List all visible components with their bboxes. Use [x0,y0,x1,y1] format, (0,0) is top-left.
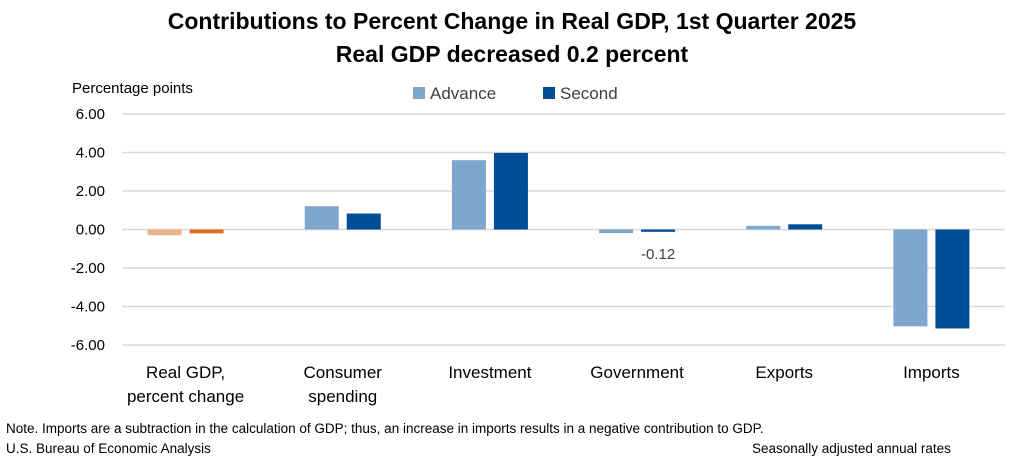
source-label: U.S. Bureau of Economic Analysis [6,441,211,456]
chart-subtitle: Real GDP decreased 0.2 percent [335,41,689,67]
bar-second [189,229,224,234]
legend-label: Advance [430,84,496,103]
data-label: -0.12 [641,246,675,263]
bar-second [935,229,970,329]
rates-label: Seasonally adjusted annual rates [752,441,951,456]
y-tick-label: 0.00 [76,222,105,239]
legend-swatch [413,87,425,99]
bar-advance [599,229,634,234]
y-tick-label: 4.00 [76,145,105,162]
y-tick-label: 2.00 [76,183,105,200]
y-tick-label: -6.00 [71,337,105,354]
x-tick-label: Real GDP, [146,363,225,382]
x-tick-label: percent change [127,387,244,406]
bar-second [641,229,676,232]
y-tick-label: -2.00 [71,260,105,277]
bar-second [788,224,823,230]
y-axis-label: Percentage points [72,80,193,97]
x-tick-label: Government [590,363,684,382]
bar-advance [746,225,781,230]
y-tick-label: 6.00 [76,106,105,123]
bar-advance [304,206,339,230]
bar-advance [451,160,486,230]
footnote: Note. Imports are a subtraction in the c… [6,421,764,436]
bar-second [493,152,528,230]
x-tick-label: Imports [903,363,960,382]
x-tick-label: Exports [755,363,813,382]
bar-advance [893,229,928,327]
chart-title: Contributions to Percent Change in Real … [167,8,857,34]
legend-label: Second [560,84,618,103]
legend-swatch [543,87,555,99]
x-tick-label: spending [308,387,377,406]
x-tick-label: Investment [448,363,531,382]
x-tick-label: Consumer [304,363,383,382]
bar-advance [147,229,182,236]
bar-second [346,213,381,230]
y-tick-label: -4.00 [71,299,105,316]
